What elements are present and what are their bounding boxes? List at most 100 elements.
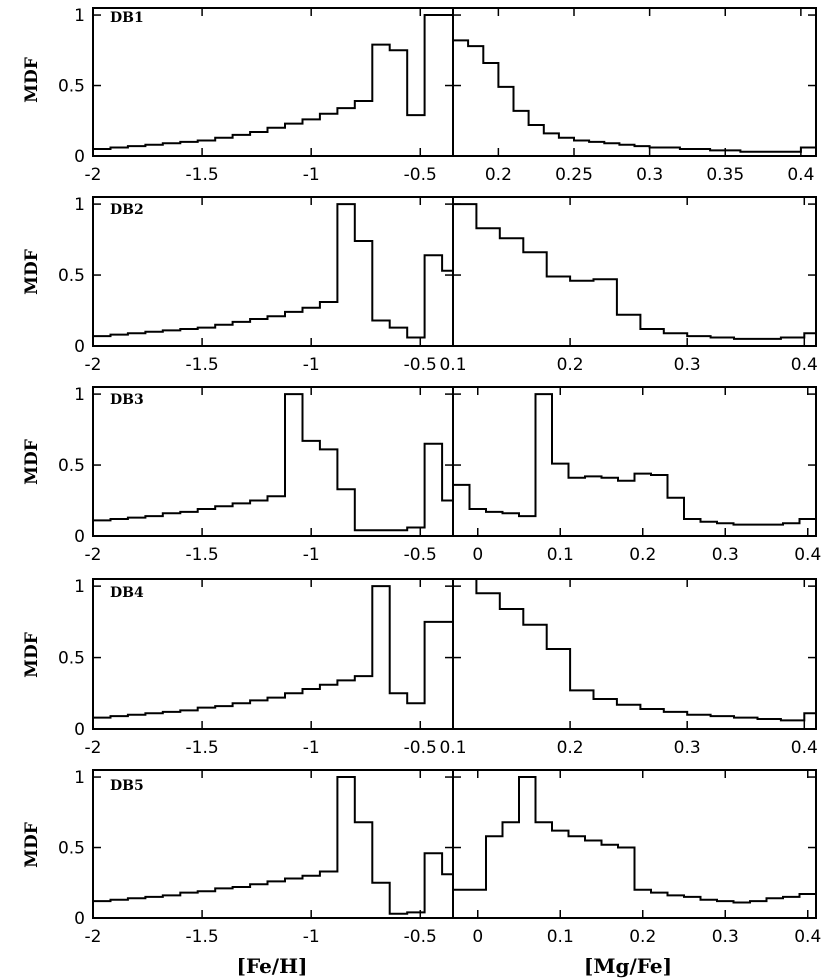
panel-db1-feh-x-tick-label: -2 <box>85 165 102 185</box>
panel-db3-feh-y-tick-label: 1 <box>74 385 85 405</box>
panel-db4-feh-x-tick-label: -1.5 <box>186 738 219 758</box>
panel-db2-feh-y-tick-label: 1 <box>74 195 85 215</box>
row-db2: MDF DB2 -2 -1.5 -1 -0.5 0 0.5 1 0.1 0.2 0.3 0.4 <box>22 195 818 375</box>
panel-db5-feh-y-tick-label: 1 <box>74 768 85 788</box>
panel-db1-feh-x-tick-label: -0.5 <box>404 165 437 185</box>
panel-label-db4: DB4 <box>110 585 144 601</box>
panel-db1-feh-histogram-line <box>93 14 453 150</box>
panel-db4-mgfe: 0.1 0.2 0.3 0.4 <box>439 578 818 758</box>
row-db4: MDF DB4 -2 -1.5 -1 -0.5 0 0.5 1 0.1 0.2 0.3 0.4 <box>22 577 818 758</box>
panel-db2-feh-x-tick-label: -0.5 <box>404 355 437 375</box>
panel-db2-mgfe-x-tick-label: 0.4 <box>791 355 818 375</box>
panel-db1-feh-x-tick-label: -1 <box>303 165 320 185</box>
panel-db3-mgfe-x-tick-label: 0.2 <box>629 545 656 565</box>
panel-db5-feh-histogram-line <box>93 776 453 915</box>
panel-db2-mgfe-frame <box>452 196 817 347</box>
x-axis-label-mgfe: [Mg/Fe] <box>584 954 672 978</box>
x-axis-label-feh: [Fe/H] <box>237 954 308 978</box>
panel-db4-feh-x-tick-label: -1 <box>303 738 320 758</box>
panel-db1-mgfe-x-tick-label: 0.3 <box>636 165 663 185</box>
panel-db1-mgfe-histogram-line <box>453 39 816 153</box>
panel-db5-feh-x-tick-label: -1.5 <box>186 927 219 947</box>
panel-db3-mgfe-x-tick-label: 0.4 <box>794 545 821 565</box>
y-axis-label-db4: MDF <box>22 632 42 678</box>
panel-db1-mgfe-x-tick-label: 0.2 <box>485 165 512 185</box>
panel-db4-mgfe-frame <box>452 578 817 730</box>
panel-db5-mgfe-x-tick-label: 0 <box>472 927 483 947</box>
panel-db2-mgfe-x-tick-label: 0.1 <box>439 355 466 375</box>
panel-db4-mgfe-x-tick-label: 0.2 <box>557 738 584 758</box>
panel-label-db3: DB3 <box>110 392 144 408</box>
panel-db5-mgfe-x-tick-label: 0.2 <box>629 927 656 947</box>
panel-db5-feh-x-tick-label: -1 <box>303 927 320 947</box>
panel-db1-feh-frame <box>92 7 454 157</box>
y-axis-label-db3: MDF <box>22 439 42 485</box>
panel-db5-mgfe-x-tick-label: 0.3 <box>712 927 739 947</box>
panel-db1-mgfe-x-tick-label: 0.4 <box>787 165 814 185</box>
row-db1: MDF DB1 -2 -1.5 -1 -0.5 0 0.5 1 0.2 0.25 0.3 0.35… <box>22 6 817 185</box>
panel-db2-feh-histogram-line <box>93 203 453 339</box>
panel-db3-mgfe-frame <box>452 386 817 537</box>
panel-db1-mgfe: 0.2 0.25 0.3 0.35 0.4 <box>452 7 817 185</box>
panel-label-db1: DB1 <box>110 10 144 26</box>
panel-db2-feh-frame <box>92 196 454 347</box>
row-db3: MDF DB3 -2 -1.5 -1 -0.5 0 0.5 1 0 0.1 0.2 0.3 0.4 <box>22 385 821 565</box>
panel-db5-mgfe-x-tick-label: 0.4 <box>794 927 821 947</box>
panel-db4-feh-frame <box>92 578 454 730</box>
panel-db5-feh: -2 -1.5 -1 -0.5 0 0.5 1 <box>58 768 454 947</box>
panel-db3-feh-y-tick-label: 0 <box>74 527 85 547</box>
y-axis-label-db5: MDF <box>22 822 42 868</box>
panel-db1-mgfe-x-tick-label: 0.25 <box>555 165 593 185</box>
y-axis-label-db1: MDF <box>22 57 42 103</box>
panel-db5-feh-x-tick-label: -0.5 <box>404 927 437 947</box>
panel-db3-feh: -2 -1.5 -1 -0.5 0 0.5 1 <box>58 385 454 565</box>
panel-db3-feh-y-tick-label: 0.5 <box>58 456 85 476</box>
panel-db4-mgfe-histogram-line <box>453 578 816 722</box>
panel-db4-feh: -2 -1.5 -1 -0.5 0 0.5 1 <box>58 577 454 758</box>
panel-db2-mgfe-x-tick-label: 0.2 <box>557 355 584 375</box>
panel-db2-mgfe: 0.1 0.2 0.3 0.4 <box>439 196 818 375</box>
panel-db1-mgfe-x-tick-label: 0.35 <box>706 165 744 185</box>
panel-db1-feh-y-tick-label: 0.5 <box>58 77 85 97</box>
panel-db5-mgfe-x-tick-label: 0.1 <box>547 927 574 947</box>
panel-db4-mgfe-x-tick-label: 0.3 <box>674 738 701 758</box>
panel-db1-feh: -2 -1.5 -1 -0.5 0 0.5 1 <box>58 6 454 185</box>
panel-db2-feh-x-tick-label: -1.5 <box>186 355 219 375</box>
panel-db2-mgfe-x-tick-label: 0.3 <box>674 355 701 375</box>
panel-label-db2: DB2 <box>110 202 144 218</box>
panel-db5-feh-y-tick-label: 0 <box>74 909 85 929</box>
panel-db4-feh-x-tick-label: -0.5 <box>404 738 437 758</box>
panel-db4-feh-y-tick-label: 1 <box>74 577 85 597</box>
panel-db3-mgfe: 0 0.1 0.2 0.3 0.4 <box>452 386 821 565</box>
panel-db2-mgfe-histogram-line <box>453 203 816 340</box>
panel-db3-feh-x-tick-label: -2 <box>85 545 102 565</box>
y-axis-label-db2: MDF <box>22 249 42 295</box>
panel-db5-feh-y-tick-label: 0.5 <box>58 839 85 859</box>
panel-db5-mgfe-histogram-line <box>453 776 816 904</box>
panel-db2-feh-x-tick-label: -2 <box>85 355 102 375</box>
panel-db2-feh: -2 -1.5 -1 -0.5 0 0.5 1 <box>58 195 454 375</box>
panel-db3-feh-histogram-line <box>93 393 453 532</box>
panel-db4-feh-y-tick-label: 0.5 <box>58 649 85 669</box>
panel-db1-feh-y-tick-label: 1 <box>74 6 85 26</box>
panel-db5-feh-x-tick-label: -2 <box>85 927 102 947</box>
panel-db2-feh-x-tick-label: -1 <box>303 355 320 375</box>
panel-db2-feh-y-tick-label: 0.5 <box>58 266 85 286</box>
panel-db3-feh-frame <box>92 386 454 537</box>
panel-db4-feh-y-tick-label: 0 <box>74 720 85 740</box>
panel-db1-feh-x-tick-label: -1.5 <box>186 165 219 185</box>
panel-db1-mgfe-frame <box>452 7 817 157</box>
panel-db4-mgfe-x-tick-label: 0.1 <box>439 738 466 758</box>
panel-db3-mgfe-x-tick-label: 0 <box>472 545 483 565</box>
panel-db1-feh-y-tick-label: 0 <box>74 147 85 167</box>
panel-db3-mgfe-x-tick-label: 0.1 <box>547 545 574 565</box>
panel-db4-feh-histogram-line <box>93 585 453 719</box>
panel-db5-feh-frame <box>92 769 454 919</box>
panel-db2-feh-y-tick-label: 0 <box>74 337 85 357</box>
panel-db4-feh-x-tick-label: -2 <box>85 738 102 758</box>
panel-db3-feh-x-tick-label: -1.5 <box>186 545 219 565</box>
panel-db5-mgfe: 0 0.1 0.2 0.3 0.4 <box>452 769 821 947</box>
panel-db3-mgfe-histogram-line <box>453 393 816 526</box>
panel-db4-mgfe-x-tick-label: 0.4 <box>791 738 818 758</box>
